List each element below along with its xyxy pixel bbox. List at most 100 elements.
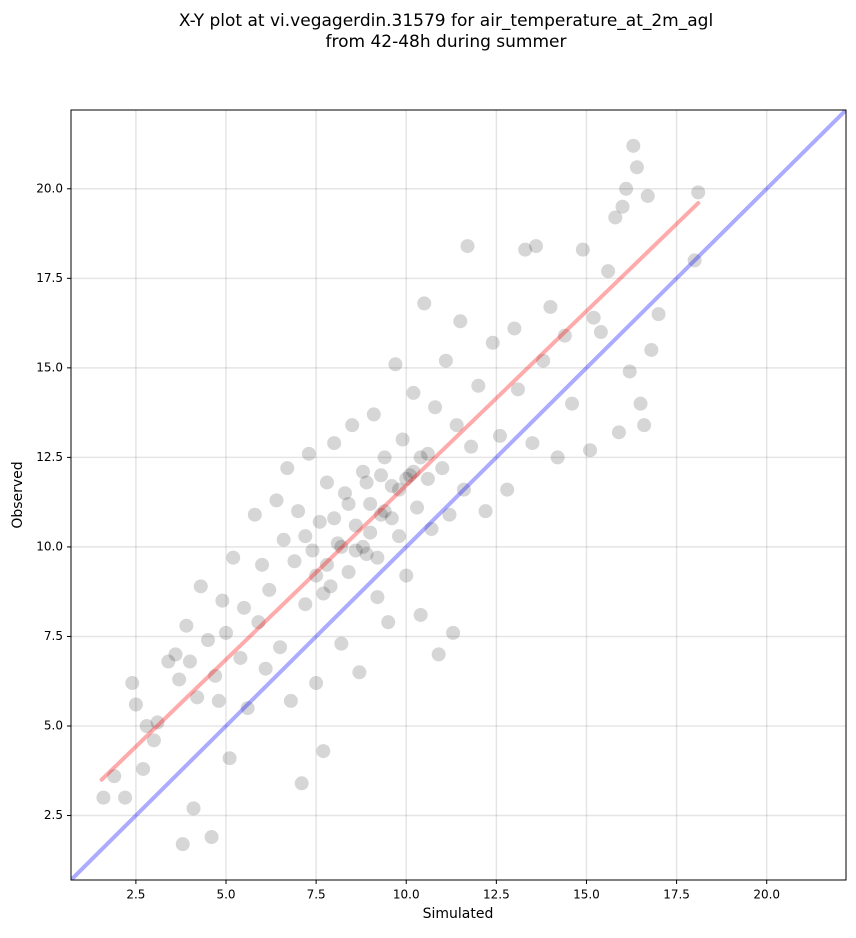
scatter-point [363,496,378,511]
scatter-point [226,550,241,565]
scatter-point [316,744,331,759]
scatter-point [557,328,572,343]
scatter-point [190,690,205,705]
scatter-point [420,446,435,461]
scatter-point [172,672,187,687]
scatter-point [629,160,644,175]
scatter-point [611,425,626,440]
scatter-point [392,529,407,544]
scatter-point [456,482,471,497]
scatter-point [640,188,655,203]
scatter-point [258,661,273,676]
scatter-point [413,450,428,465]
x-tick-label: 7.5 [307,888,326,902]
scatter-point [269,493,284,508]
scatter-point [420,471,435,486]
scatter-point [460,239,475,254]
scatter-point [291,504,306,519]
scatter-point [507,321,522,336]
x-tick-label: 5.0 [216,888,235,902]
scatter-point [273,640,288,655]
scatter-point [586,310,601,325]
scatter-point [298,529,313,544]
scatter-point [529,239,543,254]
scatter-point [446,625,461,640]
scatter-point [107,769,122,784]
scatter-point [179,618,194,633]
scatter-point [287,554,302,569]
scatter-point [280,461,295,476]
x-tick-label: 2.5 [126,888,145,902]
scatter-point [327,436,342,451]
scatter-point [319,475,334,490]
scatter-point [341,496,356,511]
scatter-point [215,593,230,608]
scatter-point [312,514,327,529]
scatter-point [337,486,352,501]
y-tick-label: 7.5 [44,629,63,643]
scatter-point [575,242,590,257]
scatter-point [345,418,360,433]
scatter-point [186,801,201,816]
scatter-point [319,557,334,572]
scatter-point [316,586,331,601]
scatter-point [399,471,414,486]
scatter-point [543,299,558,314]
y-tick-label: 17.5 [36,271,63,285]
scatter-point [193,579,208,594]
x-tick-label: 20.0 [753,888,780,902]
scatter-point [348,543,363,558]
scatter-point [352,665,367,680]
scatter-point [536,353,551,368]
scatter-point [262,582,277,597]
scatter-point [377,450,392,465]
scatter-point [471,378,486,393]
scatter-point [413,607,428,622]
scatter-point [565,396,580,411]
scatter-point [453,314,468,329]
scatter-point [247,507,262,522]
scatter-point [208,668,223,683]
scatter-point [431,647,446,662]
scatter-point [399,568,414,583]
scatter-point [381,615,396,630]
scatter-point [168,647,183,662]
scatter-point [518,242,533,257]
scatter-point [301,446,316,461]
scatter-point [330,536,345,551]
scatter-point [442,507,457,522]
scatter-point [219,625,233,640]
scatter-point [323,579,338,594]
scatter-point [276,532,291,547]
fit-line [71,110,846,880]
fit-line [99,201,701,782]
scatter-point [237,600,252,615]
scatter-point [150,715,165,730]
scatter-point [370,590,385,605]
scatter-point [139,719,154,733]
scatter-point [388,357,403,372]
scatter-point [435,461,450,476]
scatter-point [417,296,432,311]
scatter-point [255,557,270,572]
scatter-point [96,790,111,805]
scatter-point [370,550,385,565]
scatter-point [222,751,237,766]
scatter-point [341,565,356,579]
plot-frame [70,109,847,881]
scatter-point [309,568,324,583]
scatter-point [211,693,226,708]
x-axis-label: Simulated [423,906,494,922]
scatter-point [348,518,363,533]
scatter-point [402,468,417,483]
y-tick-label: 12.5 [36,450,63,464]
scatter-point [363,525,378,540]
chart-title: from 42-48h during summer [326,32,567,52]
scatter-point [125,676,140,691]
x-tick-label: 10.0 [393,888,420,902]
x-tick-label: 17.5 [663,888,690,902]
scatter-point [428,400,443,415]
scatter-point [464,439,479,454]
scatter-point [355,464,370,479]
